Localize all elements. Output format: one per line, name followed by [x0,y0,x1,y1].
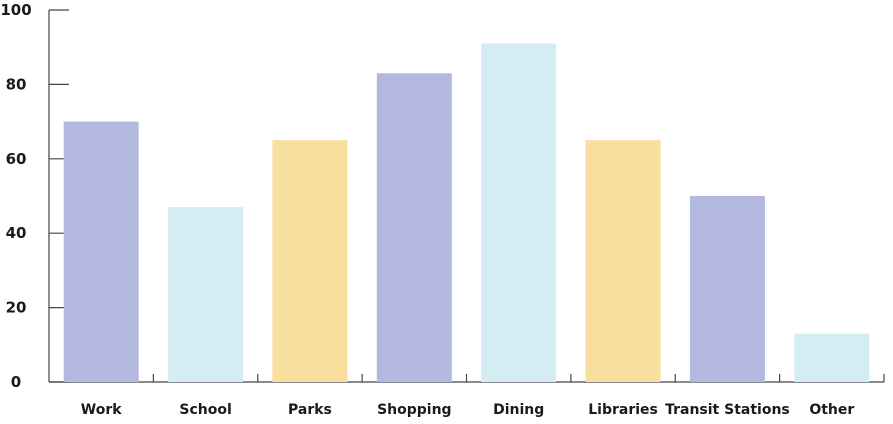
y-tick-label: 20 [6,299,27,317]
y-tick-label: 100 [0,1,31,19]
bar-work [63,121,139,382]
x-label-dining: Dining [493,402,544,418]
x-label-school: School [179,402,231,418]
bar-transit-stations [689,196,765,382]
bar-other [794,333,870,382]
x-label-libraries: Libraries [588,402,658,418]
bars [63,43,870,383]
y-tick-label: 0 [11,373,21,391]
bar-dining [481,43,557,382]
bar-shopping [376,73,452,383]
x-label-other: Other [809,402,854,418]
x-ticks [152,374,885,382]
y-tick-label: 80 [6,75,27,93]
bar-libraries [585,140,661,382]
x-label-work: Work [81,402,122,418]
x-label-transit-stations: Transit Stations [665,402,790,418]
y-tick-label: 60 [6,150,27,168]
y-ticks: 0 20 40 60 80 100 [0,1,69,391]
y-tick-label: 40 [6,224,27,242]
x-label-parks: Parks [288,402,332,418]
bar-school [168,207,244,382]
x-label-shopping: Shopping [377,402,452,418]
x-labels: Work School Parks Shopping Dining Libraries Tr… [81,402,855,418]
bar-parks [272,140,348,382]
